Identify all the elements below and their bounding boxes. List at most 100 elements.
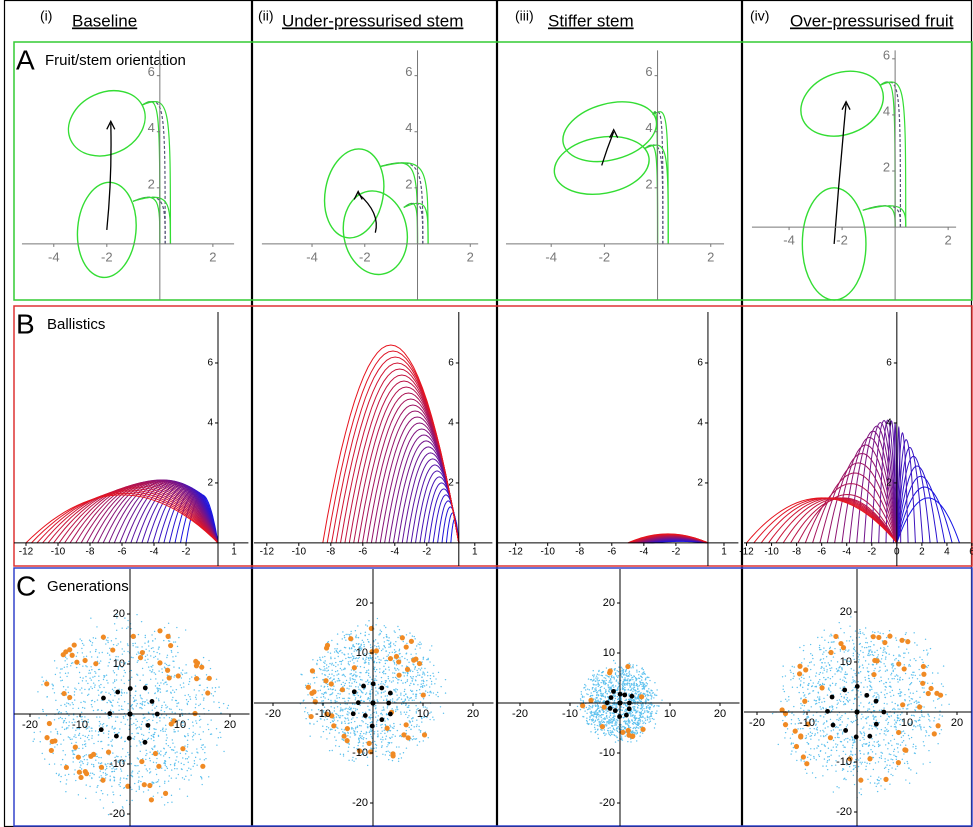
spore <box>644 722 647 725</box>
spore <box>376 699 378 701</box>
spore <box>393 727 395 729</box>
spore <box>642 705 644 707</box>
spore <box>592 719 595 721</box>
spore <box>610 679 612 681</box>
spore <box>635 733 637 735</box>
offspring <box>69 652 75 658</box>
offspring <box>63 764 69 771</box>
spore <box>614 667 616 670</box>
spore <box>94 650 97 653</box>
spore <box>895 674 898 676</box>
spore <box>198 704 200 707</box>
spore <box>70 665 72 667</box>
spore <box>373 699 376 701</box>
spore <box>182 682 185 684</box>
spore <box>640 681 642 684</box>
spore <box>655 712 658 715</box>
spore <box>395 677 398 679</box>
offspring <box>152 750 159 757</box>
spore <box>358 652 360 654</box>
spore <box>349 707 352 710</box>
spore <box>88 688 90 691</box>
spore <box>377 715 379 717</box>
spore <box>409 697 411 700</box>
spore <box>912 746 914 748</box>
spore <box>604 724 606 726</box>
spore <box>67 691 70 694</box>
spore <box>843 703 845 706</box>
spore <box>633 731 635 734</box>
spore <box>203 689 205 691</box>
spore <box>334 670 337 673</box>
spore <box>869 688 871 691</box>
spore <box>137 659 139 662</box>
spore <box>870 681 872 683</box>
spore <box>818 755 821 758</box>
parent <box>361 683 366 689</box>
spore <box>215 728 218 730</box>
spore <box>880 755 883 757</box>
spore <box>823 731 825 733</box>
spore <box>892 708 894 711</box>
spore <box>865 718 868 720</box>
spore <box>114 658 117 660</box>
trajectory <box>812 472 898 544</box>
spore <box>397 625 399 628</box>
spore <box>620 728 623 731</box>
spore <box>163 626 166 629</box>
spore <box>73 691 76 693</box>
spore <box>920 729 922 731</box>
spore <box>838 719 840 721</box>
spore <box>151 669 154 671</box>
spore <box>883 730 886 732</box>
spore <box>153 739 155 742</box>
spore <box>117 761 120 764</box>
spore <box>602 693 604 695</box>
spore <box>337 677 340 680</box>
trajectory <box>47 488 219 544</box>
spore <box>792 672 795 675</box>
spore <box>340 649 342 652</box>
spore <box>406 642 408 645</box>
spore <box>102 771 104 774</box>
x-tick-label: -8 <box>326 547 335 558</box>
spore <box>122 762 124 765</box>
spore <box>869 782 872 784</box>
stem <box>644 144 664 244</box>
spore <box>922 661 924 664</box>
spore <box>586 712 588 714</box>
spore <box>645 697 648 699</box>
parent <box>611 688 616 694</box>
spore <box>805 696 807 699</box>
spore <box>155 728 157 731</box>
spore <box>387 750 389 752</box>
spore <box>597 728 599 730</box>
spore <box>67 702 70 705</box>
spore <box>866 743 868 745</box>
spore <box>152 714 155 716</box>
spore <box>910 769 912 771</box>
spore <box>137 651 139 653</box>
spore <box>424 690 427 692</box>
spore <box>334 729 337 732</box>
spore <box>853 783 856 786</box>
spore <box>623 720 625 723</box>
spore <box>880 691 882 694</box>
spore <box>639 711 642 714</box>
spore <box>782 665 784 667</box>
spore <box>444 678 447 681</box>
spore <box>121 689 123 691</box>
spore <box>832 656 835 658</box>
spore <box>887 645 889 648</box>
spore <box>848 660 850 663</box>
spore <box>642 673 644 675</box>
spore <box>375 661 378 664</box>
offspring <box>305 684 311 690</box>
spore <box>809 643 812 646</box>
spore <box>134 685 137 687</box>
spore <box>622 725 624 728</box>
spore <box>632 721 635 724</box>
spore <box>880 757 883 760</box>
spore <box>607 727 609 730</box>
spore <box>138 788 140 790</box>
